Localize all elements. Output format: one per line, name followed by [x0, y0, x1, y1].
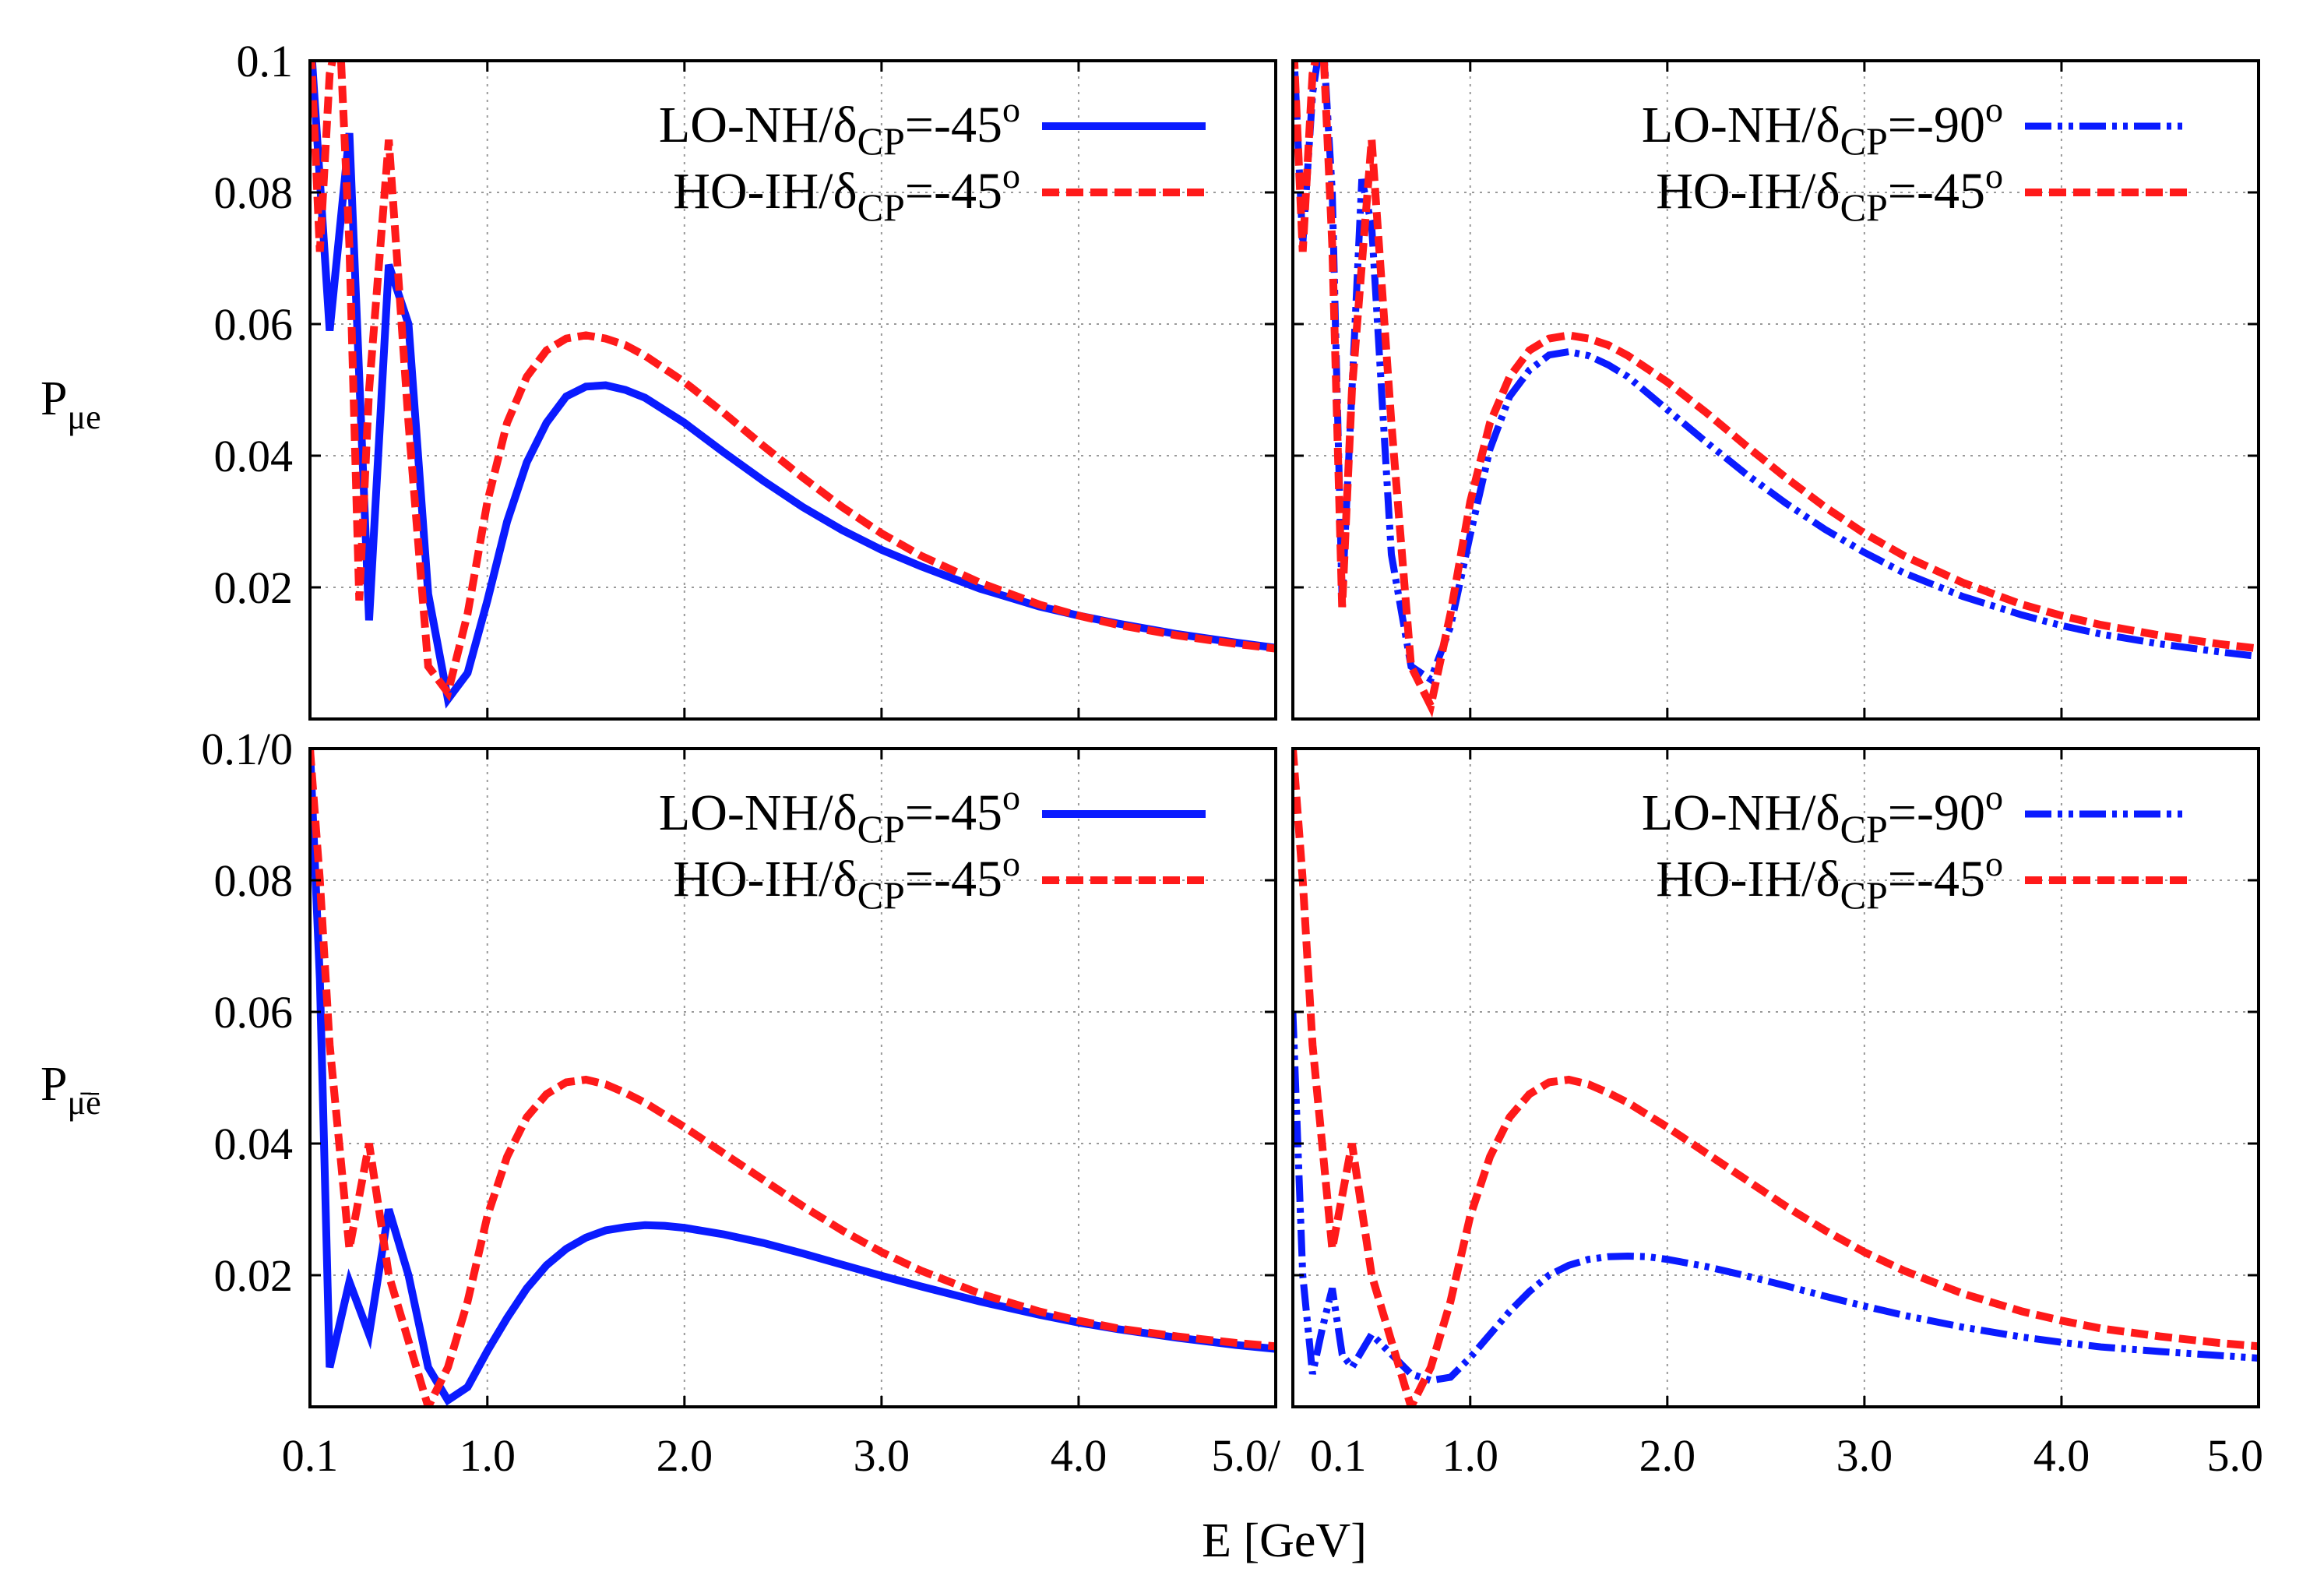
legend-label-main: LO-NH/δ: [659, 97, 857, 153]
plot-area: [1293, 61, 2259, 718]
x-tick-label: 5.0: [2207, 1430, 2264, 1481]
legend-label-main: HO-IH/δ: [1656, 163, 1840, 220]
legend-label-main: HO-IH/δ: [673, 163, 857, 220]
y-tick-label: 0.08: [214, 167, 294, 218]
legend-label-tail: =-45: [905, 851, 1002, 908]
legend-label-tail: =-45: [905, 163, 1002, 220]
legend-label-main: LO-NH/δ: [659, 784, 857, 841]
y-tick-label: 0.1: [237, 36, 294, 86]
panel-bottom-left: 0.1 1.0 2.0 3.0 4.0 5.0/0.02 0.04 0.06 0.08 0.1/0…: [201, 724, 1281, 1481]
legend-label-sup: o: [1002, 90, 1020, 129]
panel-frame: [308, 59, 1277, 721]
legend-label-tail: =-45: [1888, 851, 1985, 908]
x-tick-label: 1.0: [1442, 1430, 1499, 1481]
legend-label: LO-NH/δCP=-45o: [659, 90, 1020, 163]
y-axis-title-top-sub: μe: [67, 398, 100, 436]
x-tick-label: 4.0: [2034, 1430, 2090, 1481]
legend-label-sup: o: [1002, 777, 1020, 817]
legend-label-tail: =-45: [905, 97, 1002, 153]
y-tick-label: 0.04: [214, 1119, 294, 1169]
x-tick-label: 5.0/: [1211, 1430, 1281, 1481]
legend-label: HO-IH/δCP=-45o: [673, 844, 1020, 917]
legend-label-sub: CP: [857, 807, 905, 851]
panel-frame: [308, 747, 1277, 1408]
x-tick-label: 4.0: [1051, 1430, 1107, 1481]
series-line-secondary: [1293, 61, 2259, 718]
legend-label-sup: o: [1985, 90, 2003, 129]
legend-label-sup: o: [1985, 777, 2003, 817]
series-line-primary: [1293, 1011, 2259, 1384]
legend-label: HO-IH/δCP=-45o: [1656, 844, 2003, 917]
legend-label-main: LO-NH/δ: [1642, 784, 1840, 841]
plot-area: [310, 749, 1276, 1407]
panel-top-left: 0.020.040.060.080.1LO-NH/δCP=-45oHO-IH/δ…: [214, 36, 1277, 721]
y-tick-label: 0.08: [214, 855, 294, 906]
x-tick-label: 2.0: [1639, 1430, 1696, 1481]
legend-label: LO-NH/δCP=-90o: [1642, 777, 2003, 851]
y-tick-label: 0.04: [214, 431, 294, 481]
legend-label-tail: =-90: [1888, 97, 1985, 153]
legend-label: HO-IH/δCP=-45o: [673, 156, 1020, 229]
legend-label: LO-NH/δCP=-90o: [1642, 90, 2003, 163]
series-line-primary: [310, 749, 1276, 1406]
panel-bottom-right: 0.1 1.0 2.0 3.0 4.0 5.0LO-NH/δCP=-90oHO-IH/δC…: [1291, 747, 2264, 1481]
panel-frame: [1291, 747, 2260, 1408]
legend-label-sub: CP: [1840, 119, 1888, 163]
legend-label-main: LO-NH/δ: [1642, 97, 1840, 153]
x-tick-label: 3.0: [854, 1430, 910, 1481]
x-tick-label: 1.0: [460, 1430, 516, 1481]
legend-label-sub: CP: [1840, 807, 1888, 851]
legend-label-sub: CP: [1840, 185, 1888, 229]
series-line-secondary: [1293, 749, 2259, 1407]
x-tick-label: 0.1: [282, 1430, 339, 1481]
y-axis-title-bottom-main: P: [40, 1058, 67, 1111]
y-axis-title-top-main: P: [40, 372, 67, 425]
series-line-primary: [310, 61, 1276, 709]
legend-label-sub: CP: [1840, 873, 1888, 917]
y-axis-title-top: Pμe: [40, 372, 101, 436]
legend-label: LO-NH/δCP=-45o: [659, 777, 1020, 851]
y-tick-label: 0.02: [214, 562, 294, 613]
y-axis-title-bottom-sub: μ̄ē: [67, 1084, 100, 1122]
panel-frame: [1291, 59, 2260, 721]
y-tick-label: 0.02: [214, 1250, 294, 1301]
y-axis-title-bottom: Pμ̄ē: [40, 1058, 101, 1122]
legend-label-main: HO-IH/δ: [673, 851, 857, 908]
x-tick-label: 3.0: [1836, 1430, 1893, 1481]
legend-label-sup: o: [1985, 156, 2003, 196]
plot-area: [310, 61, 1276, 709]
series-line-secondary: [310, 61, 1276, 702]
y-tick-label: 0.06: [214, 987, 294, 1038]
legend-label-main: HO-IH/δ: [1656, 851, 1840, 908]
legend-label-sub: CP: [857, 185, 905, 229]
legend-label: HO-IH/δCP=-45o: [1656, 156, 2003, 229]
legend-label-sup: o: [1002, 156, 1020, 196]
y-tick-label: 0.1/0: [201, 724, 293, 774]
legend-label-sub: CP: [857, 873, 905, 917]
series-line-secondary: [310, 749, 1276, 1407]
legend-label-tail: =-90: [1888, 784, 1985, 841]
y-tick-label: 0.06: [214, 299, 294, 350]
legend-label-sup: o: [1002, 844, 1020, 883]
legend-label-tail: =-45: [1888, 163, 1985, 220]
series-line-primary: [1293, 61, 2259, 686]
legend-label-sup: o: [1985, 844, 2003, 883]
x-tick-label: 0.1: [1310, 1430, 1367, 1481]
legend-label-sub: CP: [857, 119, 905, 163]
x-tick-label: 2.0: [657, 1430, 713, 1481]
plot-area: [1293, 749, 2259, 1407]
legend-label-tail: =-45: [905, 784, 1002, 841]
x-axis-title: E [GeV]: [1202, 1514, 1367, 1567]
